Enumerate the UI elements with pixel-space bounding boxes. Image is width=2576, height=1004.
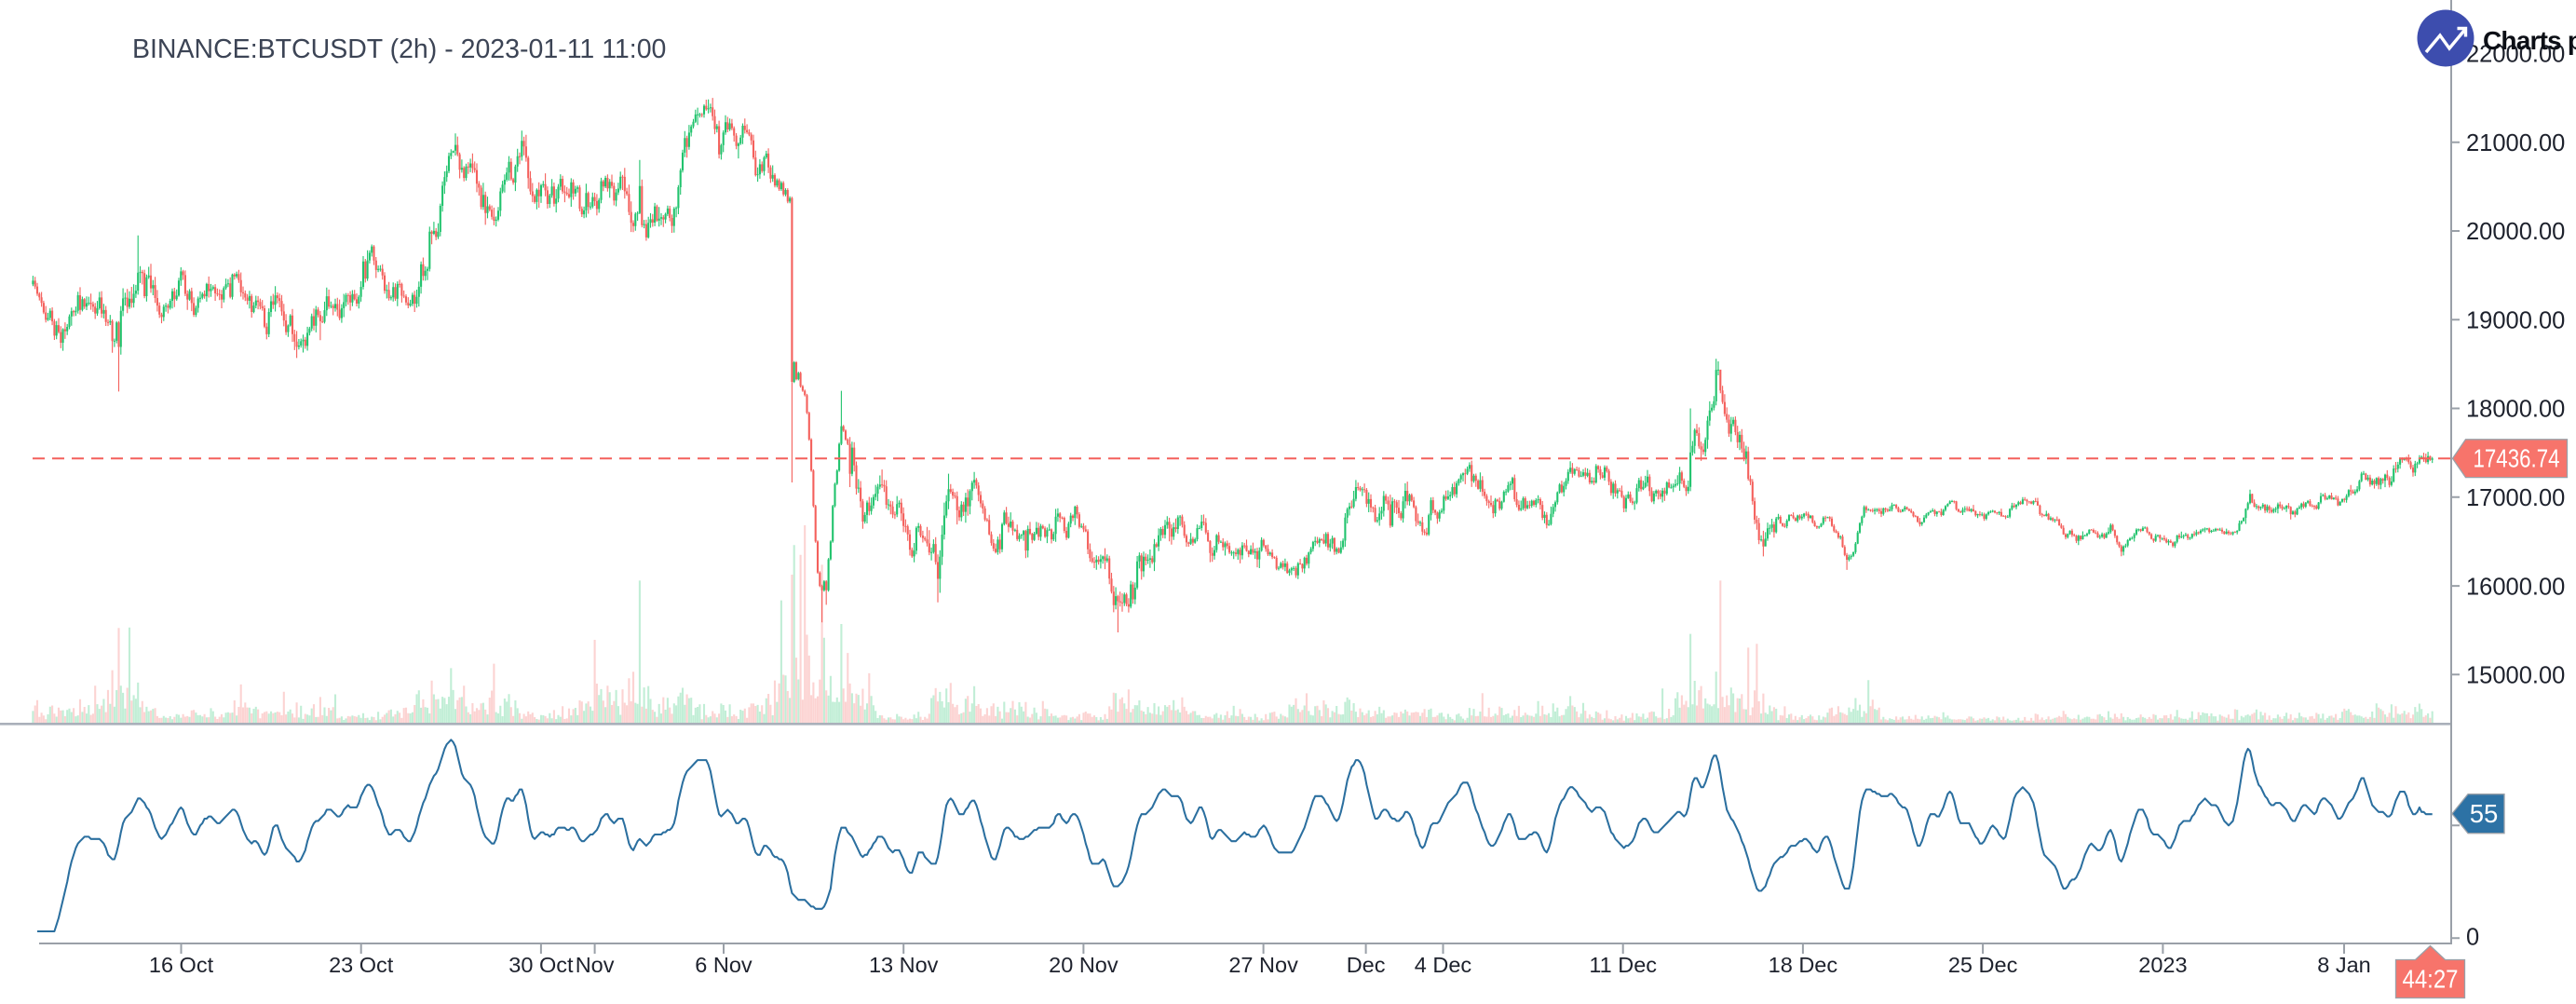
svg-text:18 Dec: 18 Dec: [1769, 953, 1838, 977]
svg-text:8 Jan: 8 Jan: [2317, 953, 2371, 977]
svg-text:25 Dec: 25 Dec: [1948, 953, 2018, 977]
svg-text:17436.74: 17436.74: [2474, 444, 2560, 473]
svg-text:17000.00: 17000.00: [2466, 485, 2565, 511]
svg-text:22000.00: 22000.00: [2466, 42, 2565, 68]
svg-text:18000.00: 18000.00: [2466, 397, 2565, 423]
svg-text:20000.00: 20000.00: [2466, 219, 2565, 245]
svg-text:Nov: Nov: [576, 953, 615, 977]
svg-text:20 Nov: 20 Nov: [1049, 953, 1119, 977]
svg-text:27 Nov: 27 Nov: [1228, 953, 1298, 977]
svg-text:30 Oct: 30 Oct: [508, 953, 574, 977]
svg-text:0: 0: [2466, 925, 2479, 951]
svg-text:21000.00: 21000.00: [2466, 130, 2565, 156]
svg-text:6 Nov: 6 Nov: [695, 953, 752, 977]
svg-text:16000.00: 16000.00: [2466, 574, 2565, 600]
svg-text:2023: 2023: [2138, 953, 2187, 977]
svg-text:Dec: Dec: [1347, 953, 1386, 977]
svg-text:44:27: 44:27: [2403, 965, 2459, 994]
svg-text:13 Nov: 13 Nov: [869, 953, 939, 977]
svg-text:BINANCE:BTCUSDT (2h) - 2023-01: BINANCE:BTCUSDT (2h) - 2023-01-11 11:00: [132, 34, 666, 64]
svg-text:4 Dec: 4 Dec: [1415, 953, 1472, 977]
svg-text:55: 55: [2470, 799, 2499, 828]
svg-text:16 Oct: 16 Oct: [149, 953, 214, 977]
svg-text:15000.00: 15000.00: [2466, 663, 2565, 689]
svg-text:Charts powered by TradingView: Charts powered by TradingView: [2483, 26, 2576, 55]
svg-text:11 Dec: 11 Dec: [1589, 953, 1657, 977]
svg-text:19000.00: 19000.00: [2466, 308, 2565, 334]
svg-text:23 Oct: 23 Oct: [329, 953, 394, 977]
